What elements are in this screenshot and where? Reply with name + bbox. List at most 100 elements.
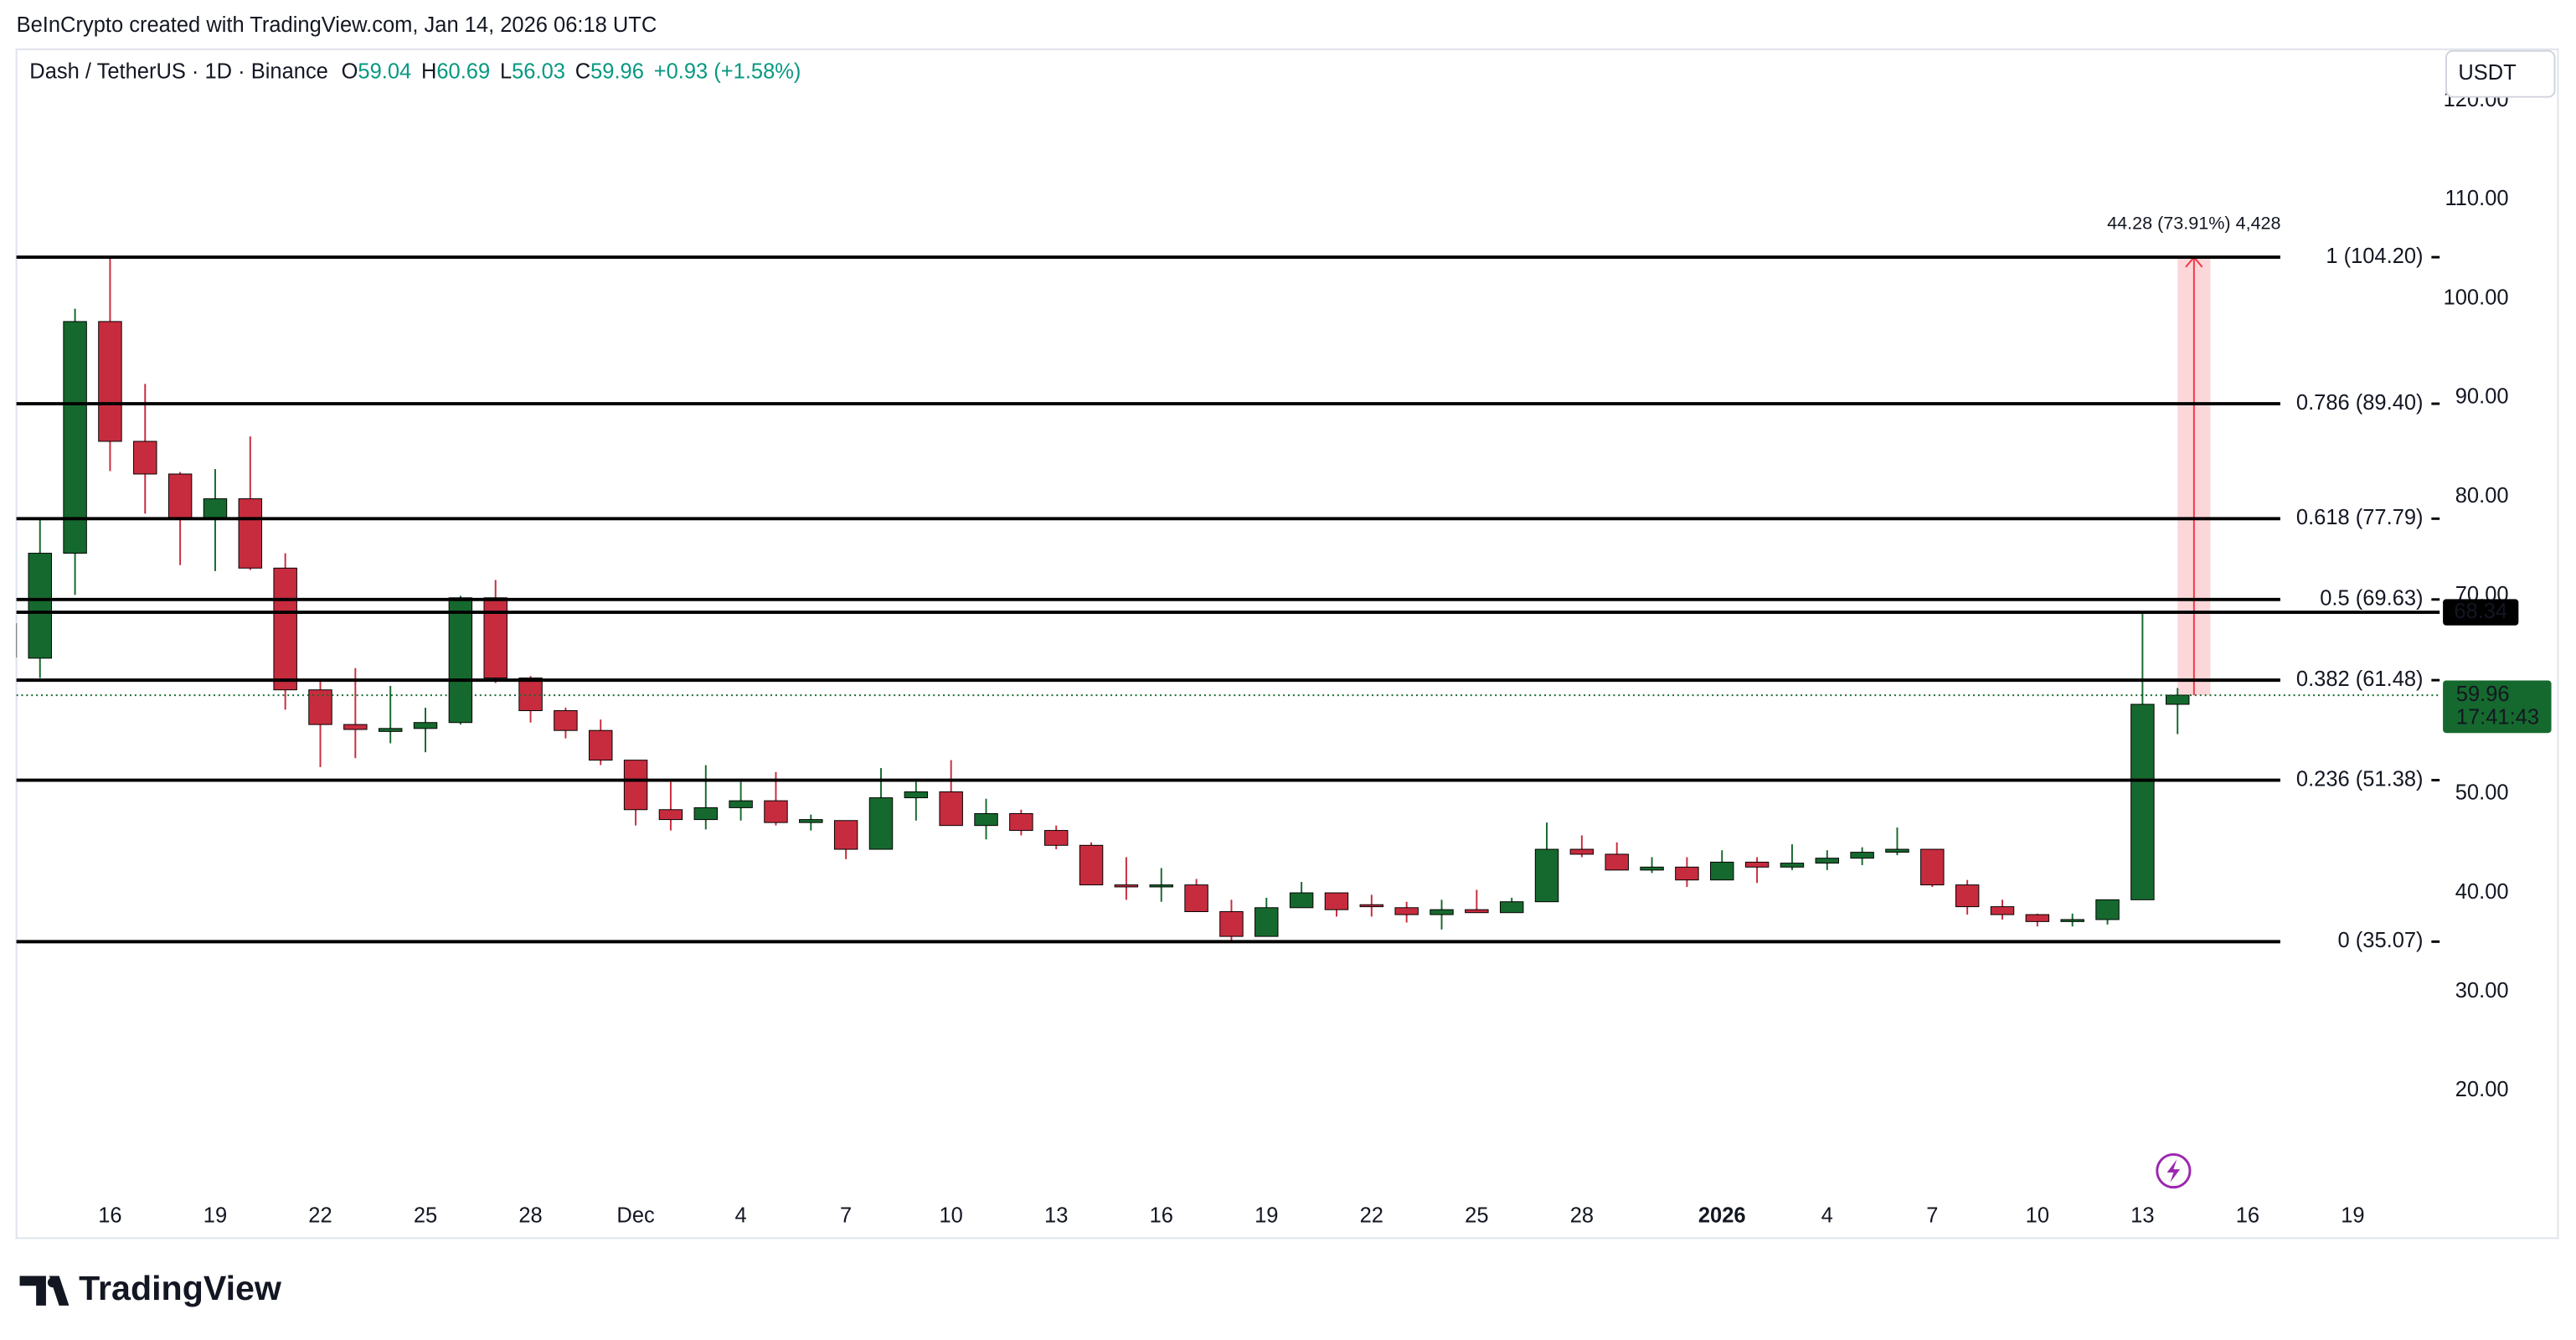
candle-body bbox=[693, 807, 719, 821]
candle-body bbox=[98, 321, 122, 442]
candle-body bbox=[589, 729, 613, 761]
legend-item: +0.93 (+1.58%) bbox=[654, 59, 801, 83]
y-tick-label: 20.00 bbox=[2455, 1078, 2509, 1101]
x-tick-label: 7 bbox=[1926, 1204, 1938, 1228]
candle-body bbox=[238, 498, 263, 569]
price-label: 68.34 bbox=[2454, 600, 2507, 623]
x-tick-label: 7 bbox=[840, 1204, 852, 1228]
y-tick-label: 90.00 bbox=[2455, 385, 2509, 409]
currency-label[interactable]: USDT bbox=[2458, 61, 2516, 85]
candle-body bbox=[1744, 861, 1770, 868]
y-tick-label: 40.00 bbox=[2455, 880, 2509, 904]
x-tick-label: 22 bbox=[1360, 1204, 1383, 1228]
x-tick-label: 28 bbox=[1570, 1204, 1594, 1228]
y-tick-label: 100.00 bbox=[2444, 286, 2509, 309]
x-tick-label: 22 bbox=[308, 1204, 332, 1228]
currency-button[interactable] bbox=[2445, 49, 2556, 98]
x-tick-label: 16 bbox=[2236, 1204, 2259, 1228]
candle-body bbox=[28, 553, 52, 659]
candle-body bbox=[1219, 911, 1244, 937]
legend-item: O bbox=[342, 59, 358, 83]
candle-body bbox=[974, 813, 998, 827]
x-tick-label: 19 bbox=[204, 1204, 227, 1228]
x-tick-label: Dec bbox=[616, 1204, 655, 1228]
candle-body bbox=[1955, 884, 1980, 908]
candle-body bbox=[1114, 884, 1139, 888]
candle-body bbox=[1149, 884, 1173, 888]
x-tick-label: 4 bbox=[735, 1204, 747, 1228]
x-tick-label: 10 bbox=[940, 1204, 963, 1228]
measure-label: 44.28 (73.91%) 4,428 bbox=[2107, 213, 2280, 234]
candle-body bbox=[658, 809, 683, 821]
candle-body bbox=[1009, 813, 1033, 832]
candle-body bbox=[2060, 919, 2084, 922]
x-tick-label: 28 bbox=[518, 1204, 542, 1228]
last-price-box bbox=[2443, 680, 2552, 734]
legend-item: C bbox=[575, 59, 590, 83]
candle-body bbox=[343, 724, 368, 730]
candle-body bbox=[273, 567, 297, 691]
fib-label: 0 (35.07) bbox=[2338, 929, 2424, 952]
candle-body bbox=[518, 678, 543, 712]
candle-body bbox=[1569, 848, 1595, 855]
fib-label: 0.618 (77.79) bbox=[2296, 506, 2424, 529]
x-tick-label: 4 bbox=[1821, 1204, 1833, 1228]
y-tick-label: 50.00 bbox=[2455, 781, 2509, 805]
candle-body bbox=[1885, 848, 1909, 853]
x-tick-label: 25 bbox=[1465, 1204, 1488, 1228]
x-tick-label: 19 bbox=[2341, 1204, 2364, 1228]
candle-body bbox=[1289, 892, 1314, 909]
candle-body bbox=[2130, 704, 2155, 900]
y-tick-label: 110.00 bbox=[2445, 187, 2508, 210]
candle-body bbox=[904, 791, 929, 799]
x-tick-label: 16 bbox=[1150, 1204, 1173, 1228]
last-price-label: 59.96 bbox=[2456, 683, 2510, 706]
candle-body bbox=[1605, 853, 1629, 871]
candle-body bbox=[448, 597, 473, 724]
x-tick-label: 13 bbox=[2130, 1204, 2154, 1228]
price-label-box bbox=[2443, 599, 2519, 626]
x-tick-label: 13 bbox=[1044, 1204, 1068, 1228]
legend-item: 60.69 bbox=[436, 59, 490, 83]
candle-body bbox=[1184, 884, 1208, 913]
y-tick-label: 30.00 bbox=[2455, 979, 2509, 1002]
candle-body bbox=[1920, 848, 1945, 886]
legend-item: 59.96 bbox=[590, 59, 644, 83]
candle-body bbox=[1815, 858, 1840, 864]
candle-body bbox=[63, 321, 87, 554]
candle-body bbox=[1990, 906, 2015, 915]
symbol-legend: Dash / TetherUS · 1D · Binance O59.04 H60.… bbox=[29, 59, 801, 83]
legend-item: H bbox=[421, 59, 436, 83]
x-tick-label: 25 bbox=[414, 1204, 437, 1228]
lightning-icon[interactable] bbox=[2156, 1152, 2192, 1189]
candle-body bbox=[1850, 852, 1874, 859]
legend-header: Dash / TetherUS · 1D · Binance O59.04 H60.… bbox=[29, 59, 801, 83]
candle-body bbox=[1499, 901, 1524, 914]
candle-body bbox=[2095, 899, 2120, 920]
candle-body bbox=[1465, 909, 1489, 914]
candle-body bbox=[1780, 863, 1805, 868]
candle-body bbox=[1534, 848, 1559, 903]
candle-body bbox=[554, 710, 578, 731]
candle-body bbox=[1079, 844, 1104, 886]
candle-body bbox=[868, 797, 894, 850]
legend-item: Dash / TetherUS · 1D · Binance bbox=[29, 59, 328, 83]
candle-body bbox=[167, 473, 193, 519]
logo: TradingView bbox=[19, 1269, 282, 1307]
candle-body bbox=[1394, 907, 1419, 915]
plot-area bbox=[16, 255, 2440, 942]
candle-body bbox=[1043, 830, 1069, 846]
attribution: BeInCrypto created with TradingView.com,… bbox=[17, 13, 657, 37]
candle-body bbox=[799, 819, 823, 823]
candle-body bbox=[378, 728, 403, 732]
candle-body bbox=[1675, 866, 1699, 881]
logo-text: TradingView bbox=[79, 1269, 282, 1307]
candle-body bbox=[729, 800, 753, 808]
candle-body bbox=[1710, 861, 1734, 881]
fib-label: 0.786 (89.40) bbox=[2296, 391, 2424, 415]
candle-body bbox=[939, 791, 963, 827]
candle-body bbox=[1359, 904, 1384, 908]
